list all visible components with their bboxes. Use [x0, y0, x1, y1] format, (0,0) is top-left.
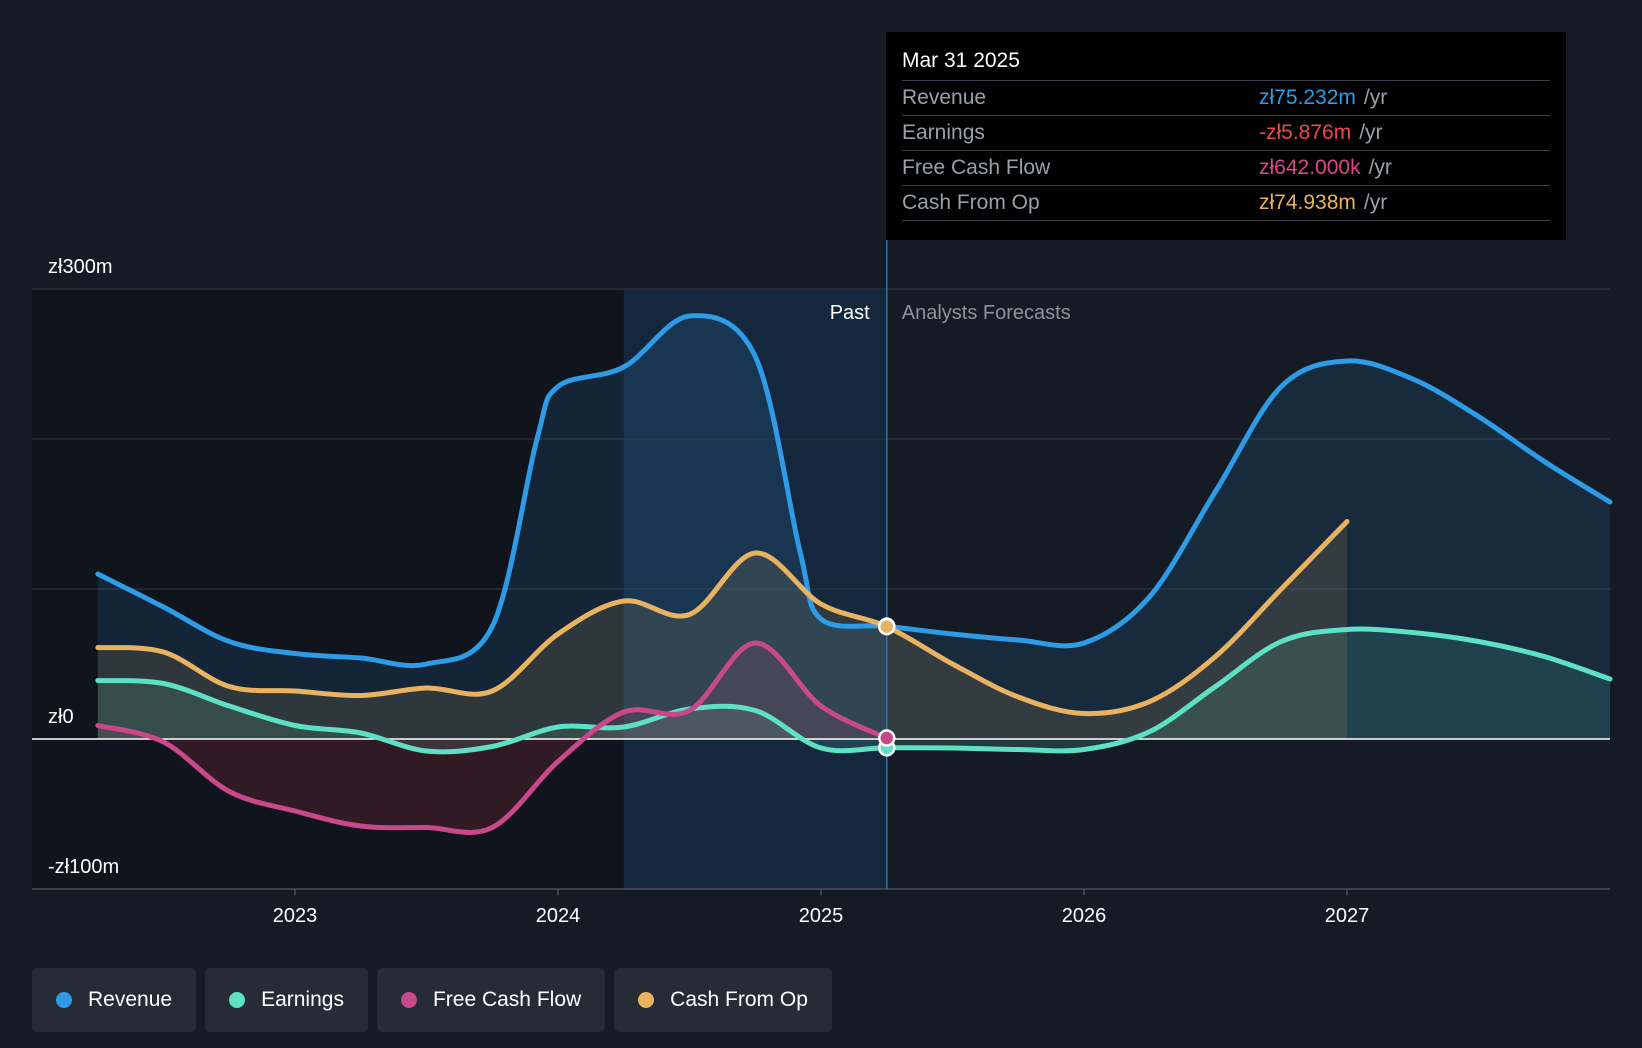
legend-dot-icon [638, 992, 655, 1008]
tooltip-row-cash-from-op: Cash From Op zł74.938m /yr [902, 185, 1550, 221]
legend-item-earnings[interactable]: Earnings [205, 968, 368, 1032]
area-cash-from-op [97, 521, 1347, 739]
legend: Revenue Earnings Free Cash Flow Cash Fro… [32, 968, 832, 1032]
legend-dot-icon [400, 992, 417, 1008]
x-tick-label: 2027 [1325, 905, 1370, 927]
tooltip-row-unit: /yr [1363, 191, 1388, 214]
series-lines [95, 313, 1613, 835]
legend-item-free-cash-flow[interactable]: Free Cash Flow [376, 968, 606, 1032]
gridlines [32, 288, 1610, 590]
legend-item-cash-from-op[interactable]: Cash From Op [614, 968, 832, 1032]
x-tick-label: 2024 [536, 905, 581, 927]
tooltip-row-value: zł74.938m [1259, 191, 1356, 214]
tooltip-row-earnings: Earnings -zł5.876m /yr [902, 115, 1550, 150]
past-label: Past [830, 302, 870, 324]
y-tick-label-top: zł300m [48, 256, 112, 278]
tooltip-row-name: Cash From Op [902, 191, 1040, 214]
tooltip-row-revenue: Revenue zł75.232m /yr [902, 80, 1550, 115]
marker-free-cash-flow [878, 729, 896, 747]
x-axis-ticks: 2023 2024 2025 2026 2027 [273, 889, 1370, 927]
legend-item-revenue[interactable]: Revenue [32, 968, 197, 1032]
legend-dot-icon [229, 992, 246, 1008]
x-tick-label: 2025 [799, 905, 844, 927]
y-tick-label-zero: zł0 [48, 706, 74, 728]
area-free-cash-flow [97, 642, 887, 739]
marker-cash-from-op [878, 617, 896, 636]
x-tick-label: 2026 [1062, 905, 1107, 927]
legend-label: Earnings [261, 988, 344, 1011]
tooltip-row-unit: /yr [1368, 156, 1392, 179]
line-earnings [95, 626, 1613, 755]
tooltip: Mar 31 2025 Revenue zł75.232m /yr Earnin… [886, 32, 1566, 240]
legend-label: Free Cash Flow [432, 988, 582, 1011]
tooltip-date: Mar 31 2025 [902, 49, 1020, 72]
legend-label: Revenue [88, 988, 173, 1011]
tooltip-markers [878, 617, 896, 757]
area-revenue [97, 315, 1610, 739]
tooltip-row-value: zł642.000k [1259, 156, 1361, 179]
tooltip-row-name: Earnings [902, 121, 985, 144]
analysts-forecasts-label: Analysts Forecasts [902, 302, 1071, 324]
tooltip-row-value: zł75.232m [1259, 86, 1356, 109]
tooltip-row-unit: /yr [1359, 121, 1383, 144]
line-free-cash-flow [95, 640, 890, 835]
y-tick-label-bottom: -zł100m [48, 856, 119, 878]
legend-label: Cash From Op [670, 988, 808, 1011]
tooltip-row-unit: /yr [1363, 86, 1388, 109]
tooltip-row-free-cash-flow: Free Cash Flow zł642.000k /yr [902, 150, 1550, 185]
legend-dot-icon [56, 992, 72, 1008]
area-earnings [97, 629, 1610, 739]
tooltip-row-value: -zł5.876m [1259, 121, 1352, 144]
line-revenue [95, 313, 1613, 669]
tooltip-row-name: Revenue [902, 86, 987, 109]
x-tick-label: 2023 [273, 905, 318, 927]
tooltip-row-name: Free Cash Flow [902, 156, 1051, 179]
line-cash-from-op [95, 519, 1350, 717]
